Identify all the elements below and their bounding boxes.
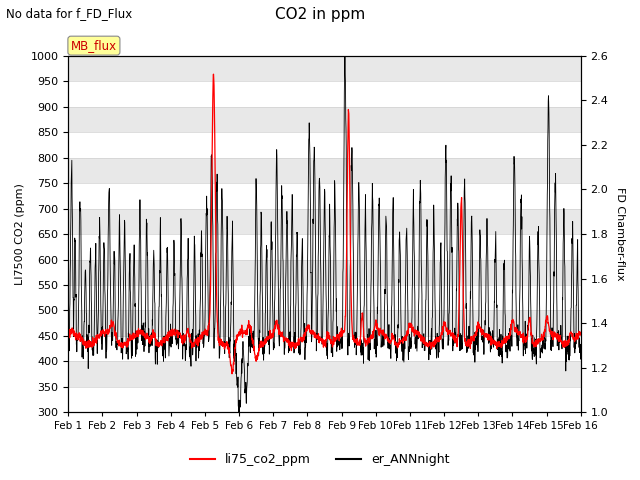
Bar (68, 132, 580, 157)
Bar (68, 107, 580, 132)
Bar (68, 208, 580, 234)
Bar (68, 336, 580, 361)
Y-axis label: LI7500 CO2 (ppm): LI7500 CO2 (ppm) (15, 183, 25, 285)
Bar (68, 234, 580, 260)
Bar (68, 157, 580, 183)
Bar (68, 285, 580, 311)
Text: MB_flux: MB_flux (71, 39, 117, 52)
Bar (68, 361, 580, 387)
Bar (68, 183, 580, 208)
Bar (68, 56, 580, 81)
Text: CO2 in ppm: CO2 in ppm (275, 7, 365, 22)
Legend: li75_co2_ppm, er_ANNnight: li75_co2_ppm, er_ANNnight (186, 448, 454, 471)
Y-axis label: FD Chamber-flux: FD Chamber-flux (615, 187, 625, 281)
Bar (68, 311, 580, 336)
Text: No data for f_FD_Flux: No data for f_FD_Flux (6, 7, 132, 20)
Bar (68, 260, 580, 285)
Bar (68, 81, 580, 107)
Bar (68, 387, 580, 412)
